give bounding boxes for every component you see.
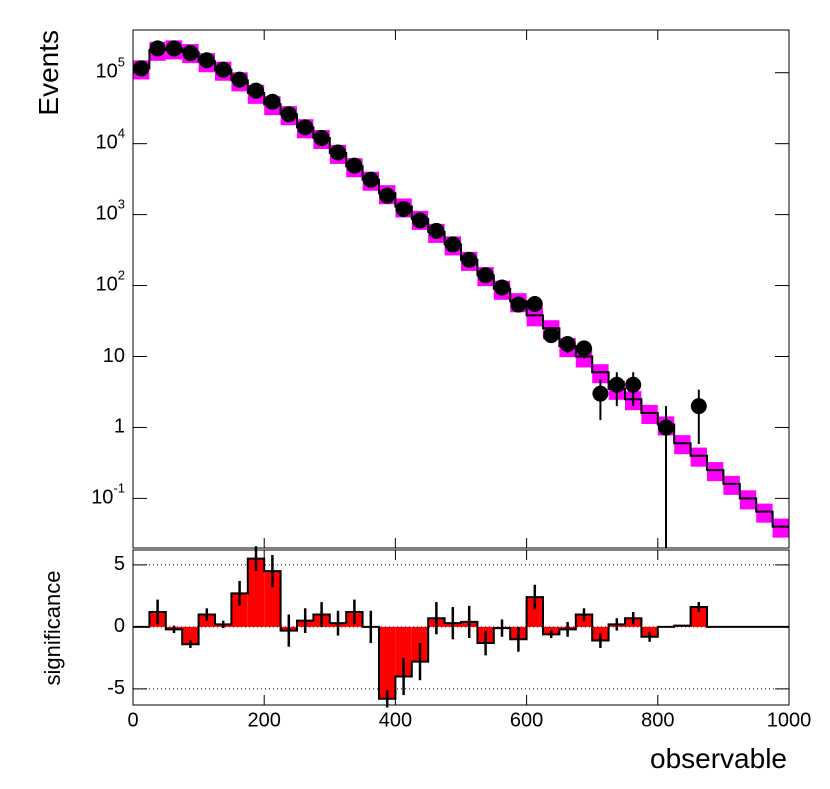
mc-error-band (772, 518, 789, 538)
y-tick-label: 10-1 (91, 481, 125, 509)
bar-outline (133, 557, 789, 700)
bar (379, 626, 396, 699)
data-point (395, 200, 412, 217)
tick-base: 10 (91, 487, 113, 509)
x-tick-label: 800 (641, 709, 674, 731)
plot-frame (132, 29, 790, 549)
x-tick-label: 200 (248, 709, 281, 731)
bar (690, 607, 707, 627)
bar (395, 626, 412, 677)
y-tick-label: 10 (103, 345, 125, 367)
data-point (526, 295, 543, 312)
data-point (543, 327, 560, 344)
plot-frame (132, 549, 790, 706)
tick-exponent: 2 (118, 268, 125, 283)
tick-exponent: 5 (118, 55, 125, 70)
y-tick-label: 105 (96, 55, 125, 83)
mc-error-band (674, 435, 691, 455)
y-tick-label: 1 (114, 416, 125, 438)
data-point (346, 157, 363, 174)
data-point (494, 279, 510, 296)
tick-base: 10 (96, 203, 118, 225)
data-point (297, 119, 314, 136)
x-tick-label: 0 (127, 709, 138, 731)
mc-histogram (133, 47, 789, 528)
y-tick-label: 102 (96, 268, 125, 296)
mc-error-band (707, 462, 724, 482)
y-axis-label: Events (33, 30, 64, 116)
data-point (428, 222, 445, 239)
tick-base: 10 (96, 61, 118, 83)
data-point (198, 52, 215, 69)
mc-error-band (690, 447, 707, 467)
data-point (330, 144, 346, 161)
mc-error-band (641, 404, 658, 424)
data-point (379, 187, 396, 204)
bar (231, 593, 248, 627)
data-point (248, 82, 264, 99)
data-point (149, 40, 166, 57)
data-point (444, 236, 461, 253)
y-tick-label: 103 (96, 197, 125, 225)
data-point (133, 60, 150, 77)
data-point (608, 376, 625, 393)
data-point (231, 71, 248, 88)
data-point (412, 212, 428, 229)
mc-error-band (526, 307, 543, 327)
plot-area (133, 40, 789, 548)
data-point (215, 61, 232, 78)
bar (264, 571, 281, 627)
data-point (625, 376, 642, 393)
data-point (461, 251, 478, 268)
tick-base: 10 (96, 132, 118, 154)
bar (641, 626, 658, 637)
data-point (690, 398, 707, 415)
tick-base: 10 (96, 274, 118, 296)
data-point (477, 267, 494, 284)
data-point (576, 340, 592, 357)
x-tick-label: 1000 (767, 709, 812, 731)
x-tick-label: 400 (379, 709, 412, 731)
y-tick-label: 5 (114, 553, 125, 575)
mc-error-band (723, 475, 740, 495)
y-axis-label: significance (40, 571, 65, 686)
data-point (280, 106, 297, 123)
mc-error-band (592, 364, 609, 384)
mc-error-band (756, 503, 773, 523)
y-tick-label: 0 (114, 615, 125, 637)
tick-exponent: -1 (113, 481, 125, 496)
x-axis-label: observable (650, 743, 787, 774)
mc-error-band (739, 490, 757, 510)
bar (182, 626, 199, 645)
tick-exponent: 3 (118, 197, 125, 212)
data-point (313, 130, 330, 147)
x-tick-label: 600 (510, 709, 543, 731)
data-point (182, 44, 199, 61)
bar (526, 597, 543, 627)
data-point (264, 93, 281, 110)
tick-exponent: 4 (118, 126, 125, 141)
data-point (592, 385, 609, 402)
data-point (559, 336, 576, 353)
data-point (658, 419, 674, 436)
data-point (362, 171, 379, 188)
bar (247, 558, 265, 627)
y-tick-label: -5 (107, 677, 125, 699)
data-point (510, 296, 527, 313)
data-point (166, 40, 182, 57)
y-tick-label: 104 (96, 126, 125, 154)
